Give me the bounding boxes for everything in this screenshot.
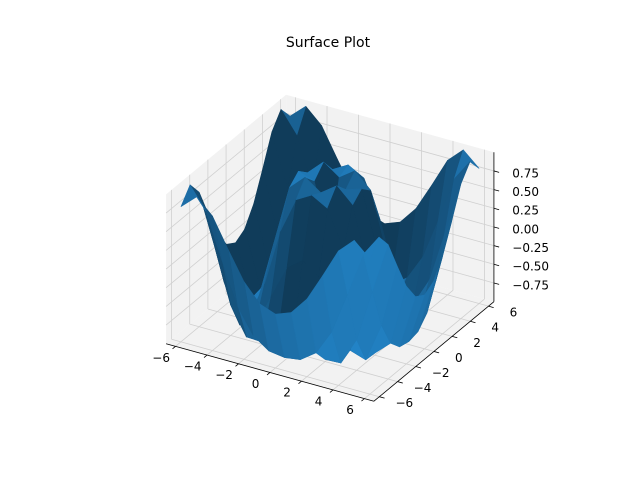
tick-mark [488,305,494,308]
tick-mark [235,363,239,367]
tick-mark [361,398,365,402]
tick-mark [433,351,440,354]
x-tick-label: 4 [315,394,323,408]
x-tick-label: −4 [184,360,202,374]
y-tick-label: −6 [395,396,413,410]
tick-mark [493,226,500,229]
y-tick-label: −2 [432,366,450,380]
tick-mark [172,346,176,350]
z-tick-label: −0.25 [512,241,549,255]
x-tick-label: −2 [215,368,233,382]
tick-mark [203,354,208,358]
surface-patch [353,236,380,260]
tick-mark [470,320,476,324]
y-tick-label: −4 [414,381,432,395]
tick-mark [266,372,271,376]
surface-patch [327,185,353,249]
y-tick-label: 2 [473,336,481,350]
x-tick-label: 6 [346,403,354,417]
surface-patch [271,109,298,188]
tick-mark [493,207,500,211]
x-tick-label: 0 [252,377,260,391]
chart-title: Surface Plot [286,35,371,51]
tick-mark [298,380,302,384]
tick-mark [329,389,334,393]
y-tick-label: 4 [491,321,499,335]
z-tick-label: 0.25 [512,204,539,218]
z-tick-label: 0.75 [512,166,539,180]
y-tick-label: 6 [510,306,518,320]
surface-patch [444,161,471,231]
grid-line [171,338,380,398]
z-tick-label: 0.00 [512,222,539,236]
y-tick-label: 0 [455,351,463,365]
tick-mark [415,366,422,369]
x-tick-label: 2 [283,386,291,400]
tick-mark [451,335,458,339]
z-tick-label: 0.50 [512,185,539,199]
tick-mark [379,396,385,399]
tick-mark [493,170,500,173]
z-tick-label: −0.50 [512,260,549,274]
tick-mark [493,263,500,267]
z-tick-label: −0.75 [512,278,549,292]
x-tick-label: −6 [152,351,170,365]
tick-mark [493,189,500,192]
tick-mark [493,245,500,248]
tick-mark [493,282,500,285]
grid-line [165,131,287,233]
surface-patch [180,184,207,212]
tick-mark [397,381,403,384]
